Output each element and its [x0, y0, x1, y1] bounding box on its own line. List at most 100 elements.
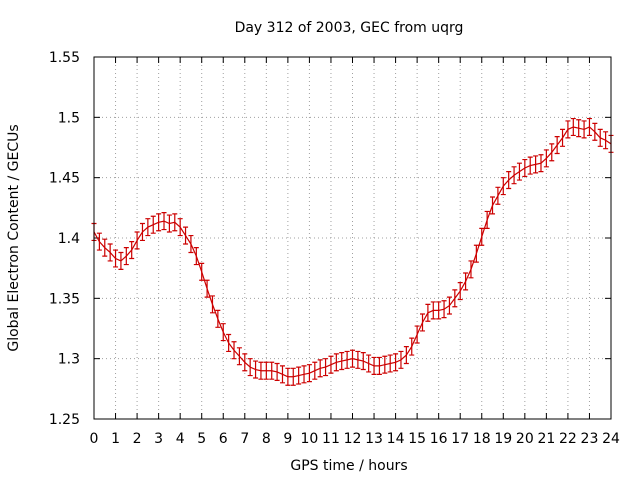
error-bar: [209, 295, 215, 314]
x-tick-label: 4: [176, 431, 185, 447]
error-bar: [597, 128, 603, 147]
error-bar: [387, 354, 393, 373]
error-bar: [549, 143, 555, 162]
x-tick-label: 10: [301, 431, 319, 447]
error-bar: [538, 154, 544, 173]
chart-title: Day 312 of 2003, GEC from uqrg: [235, 20, 464, 36]
y-tick-label: 1.55: [49, 50, 80, 66]
error-bar: [145, 218, 151, 237]
x-tick-label: 17: [451, 431, 469, 447]
x-tick-label: 5: [197, 431, 206, 447]
error-bar: [172, 213, 178, 232]
x-tick-label: 24: [602, 431, 620, 447]
error-bar: [96, 232, 102, 251]
y-tick-label: 1.5: [58, 110, 80, 126]
error-bar: [457, 282, 463, 301]
error-bar: [570, 117, 576, 137]
error-bar: [253, 360, 259, 379]
error-bar: [376, 356, 382, 375]
x-tick-label: 18: [473, 431, 491, 447]
x-tick-label: 13: [365, 431, 383, 447]
error-bar: [511, 166, 517, 185]
error-bar: [306, 364, 312, 383]
error-bar: [554, 136, 560, 155]
error-bar: [150, 215, 156, 234]
error-bar: [156, 213, 162, 232]
error-bar: [301, 365, 307, 384]
error-bar: [118, 251, 124, 270]
error-bar: [393, 353, 399, 372]
y-tick-label: 1.4: [58, 231, 80, 247]
error-bar: [199, 262, 205, 281]
x-tick-label: 14: [387, 431, 405, 447]
error-bar: [231, 341, 237, 360]
error-bar: [290, 367, 296, 386]
error-bar: [420, 313, 426, 332]
x-axis-label: GPS time / hours: [290, 458, 407, 474]
error-bar: [603, 131, 609, 150]
error-bar: [139, 222, 145, 242]
error-bar: [161, 212, 167, 231]
error-bar: [317, 359, 323, 378]
error-bar: [506, 171, 512, 190]
x-tick-label: 16: [430, 431, 448, 447]
error-bar: [242, 353, 248, 372]
x-tick-label: 12: [344, 431, 362, 447]
y-tick-label: 1.3: [58, 352, 80, 368]
error-bar: [177, 218, 183, 237]
error-bar: [134, 231, 140, 250]
error-bar: [344, 350, 350, 369]
error-bar: [183, 226, 189, 245]
error-bar: [323, 358, 329, 377]
error-bar: [500, 177, 506, 196]
error-bar: [463, 272, 469, 291]
error-bar: [425, 303, 431, 322]
error-bar: [468, 260, 474, 279]
grid: [94, 57, 611, 419]
x-tick-label: 1: [111, 431, 120, 447]
error-bar: [565, 120, 571, 139]
y-tick-label: 1.25: [49, 412, 80, 428]
y-tick-label: 1.35: [49, 291, 80, 307]
y-axis-label: Global Electron Content / GECUs: [6, 124, 22, 351]
x-tick-label: 0: [90, 431, 99, 447]
x-tick-label: 6: [219, 431, 228, 447]
error-bar: [236, 347, 242, 366]
error-bar: [113, 249, 119, 268]
x-tick-label: 20: [516, 431, 534, 447]
error-bar: [452, 289, 458, 308]
x-tick-label: 8: [262, 431, 271, 447]
error-bar: [312, 361, 318, 380]
error-bar: [371, 356, 377, 375]
error-bar: [263, 361, 269, 380]
x-tick-label: 7: [240, 431, 249, 447]
series-gec: [91, 117, 614, 386]
error-bar: [516, 162, 522, 181]
error-bar: [586, 117, 592, 137]
error-bar: [285, 367, 291, 386]
x-tick-label: 11: [322, 431, 340, 447]
error-bar: [204, 279, 210, 298]
axis-ticks: [93, 56, 612, 420]
error-bar: [220, 323, 226, 342]
error-bar: [484, 210, 490, 229]
error-bar: [592, 122, 598, 141]
error-bar: [188, 234, 194, 254]
error-bar: [403, 346, 409, 365]
x-tick-label: 2: [133, 431, 142, 447]
error-bar: [366, 354, 372, 373]
error-bar: [533, 155, 539, 174]
error-bar: [339, 352, 345, 371]
error-bar: [129, 241, 135, 260]
x-tick-label: 15: [408, 431, 426, 447]
error-bar: [279, 365, 285, 384]
error-bar: [414, 325, 420, 344]
error-bar: [522, 158, 528, 178]
error-bar: [360, 352, 366, 371]
error-bar: [479, 227, 485, 246]
error-bar: [430, 301, 436, 320]
plot-frame: [93, 56, 612, 420]
error-bar: [576, 119, 582, 138]
error-bar: [527, 156, 533, 175]
